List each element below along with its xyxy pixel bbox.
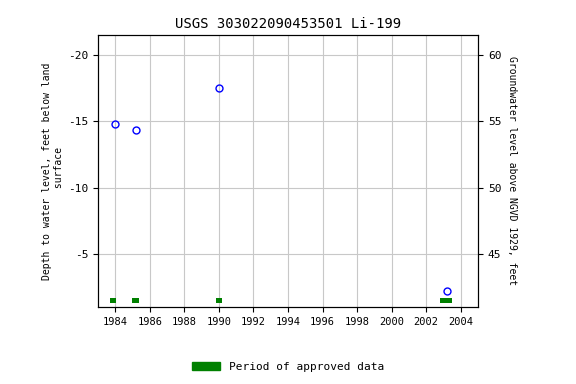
Bar bbox=[216, 298, 222, 303]
Title: USGS 303022090453501 Li-199: USGS 303022090453501 Li-199 bbox=[175, 17, 401, 31]
Bar bbox=[440, 298, 452, 303]
Y-axis label: Groundwater level above NGVD 1929, feet: Groundwater level above NGVD 1929, feet bbox=[507, 56, 517, 285]
Y-axis label: Depth to water level, feet below land
 surface: Depth to water level, feet below land su… bbox=[42, 62, 64, 280]
Legend: Period of approved data: Period of approved data bbox=[188, 358, 388, 377]
Bar bbox=[132, 298, 138, 303]
Bar bbox=[110, 298, 116, 303]
